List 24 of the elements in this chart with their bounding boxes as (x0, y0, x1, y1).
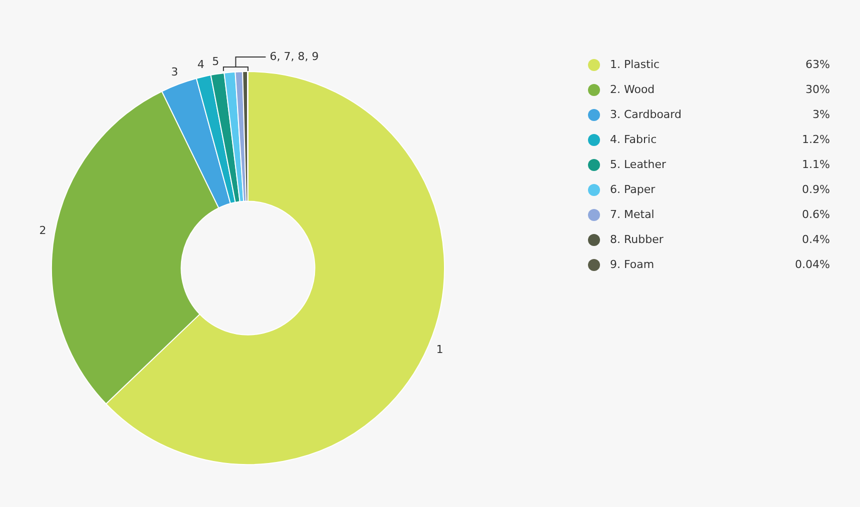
text: 2 (39, 224, 46, 238)
legend-label: 5. Leather (610, 158, 668, 171)
legend-label: 4. Fabric (610, 133, 658, 146)
legend-label: 6. Paper (610, 183, 656, 196)
legend-label: 2. Wood (610, 83, 656, 96)
legend-label: 9. Foam (610, 258, 656, 271)
data-label: 0.9% (802, 183, 830, 196)
text: 6, 7, 8, 9 (270, 50, 319, 63)
data-label: 1.2% (802, 133, 830, 146)
data-label: 0.6% (802, 208, 830, 221)
legend-label: 1. Plastic (610, 58, 661, 71)
legend-label: 3. Cardboard (610, 108, 682, 121)
legend-label: 7. Metal (610, 208, 656, 221)
data-label: 1.1% (802, 158, 830, 171)
text: 4 (197, 58, 204, 71)
data-label: 0.4% (802, 233, 830, 246)
data-label: 63% (806, 58, 830, 71)
data-label: 0.04% (795, 258, 830, 271)
legend-label: 8. Rubber (610, 233, 664, 246)
text: 5 (212, 54, 220, 68)
data-label: 3% (812, 108, 830, 121)
text: 1 (436, 342, 444, 356)
text: 3 (171, 66, 178, 79)
data-label: 30% (806, 83, 830, 96)
